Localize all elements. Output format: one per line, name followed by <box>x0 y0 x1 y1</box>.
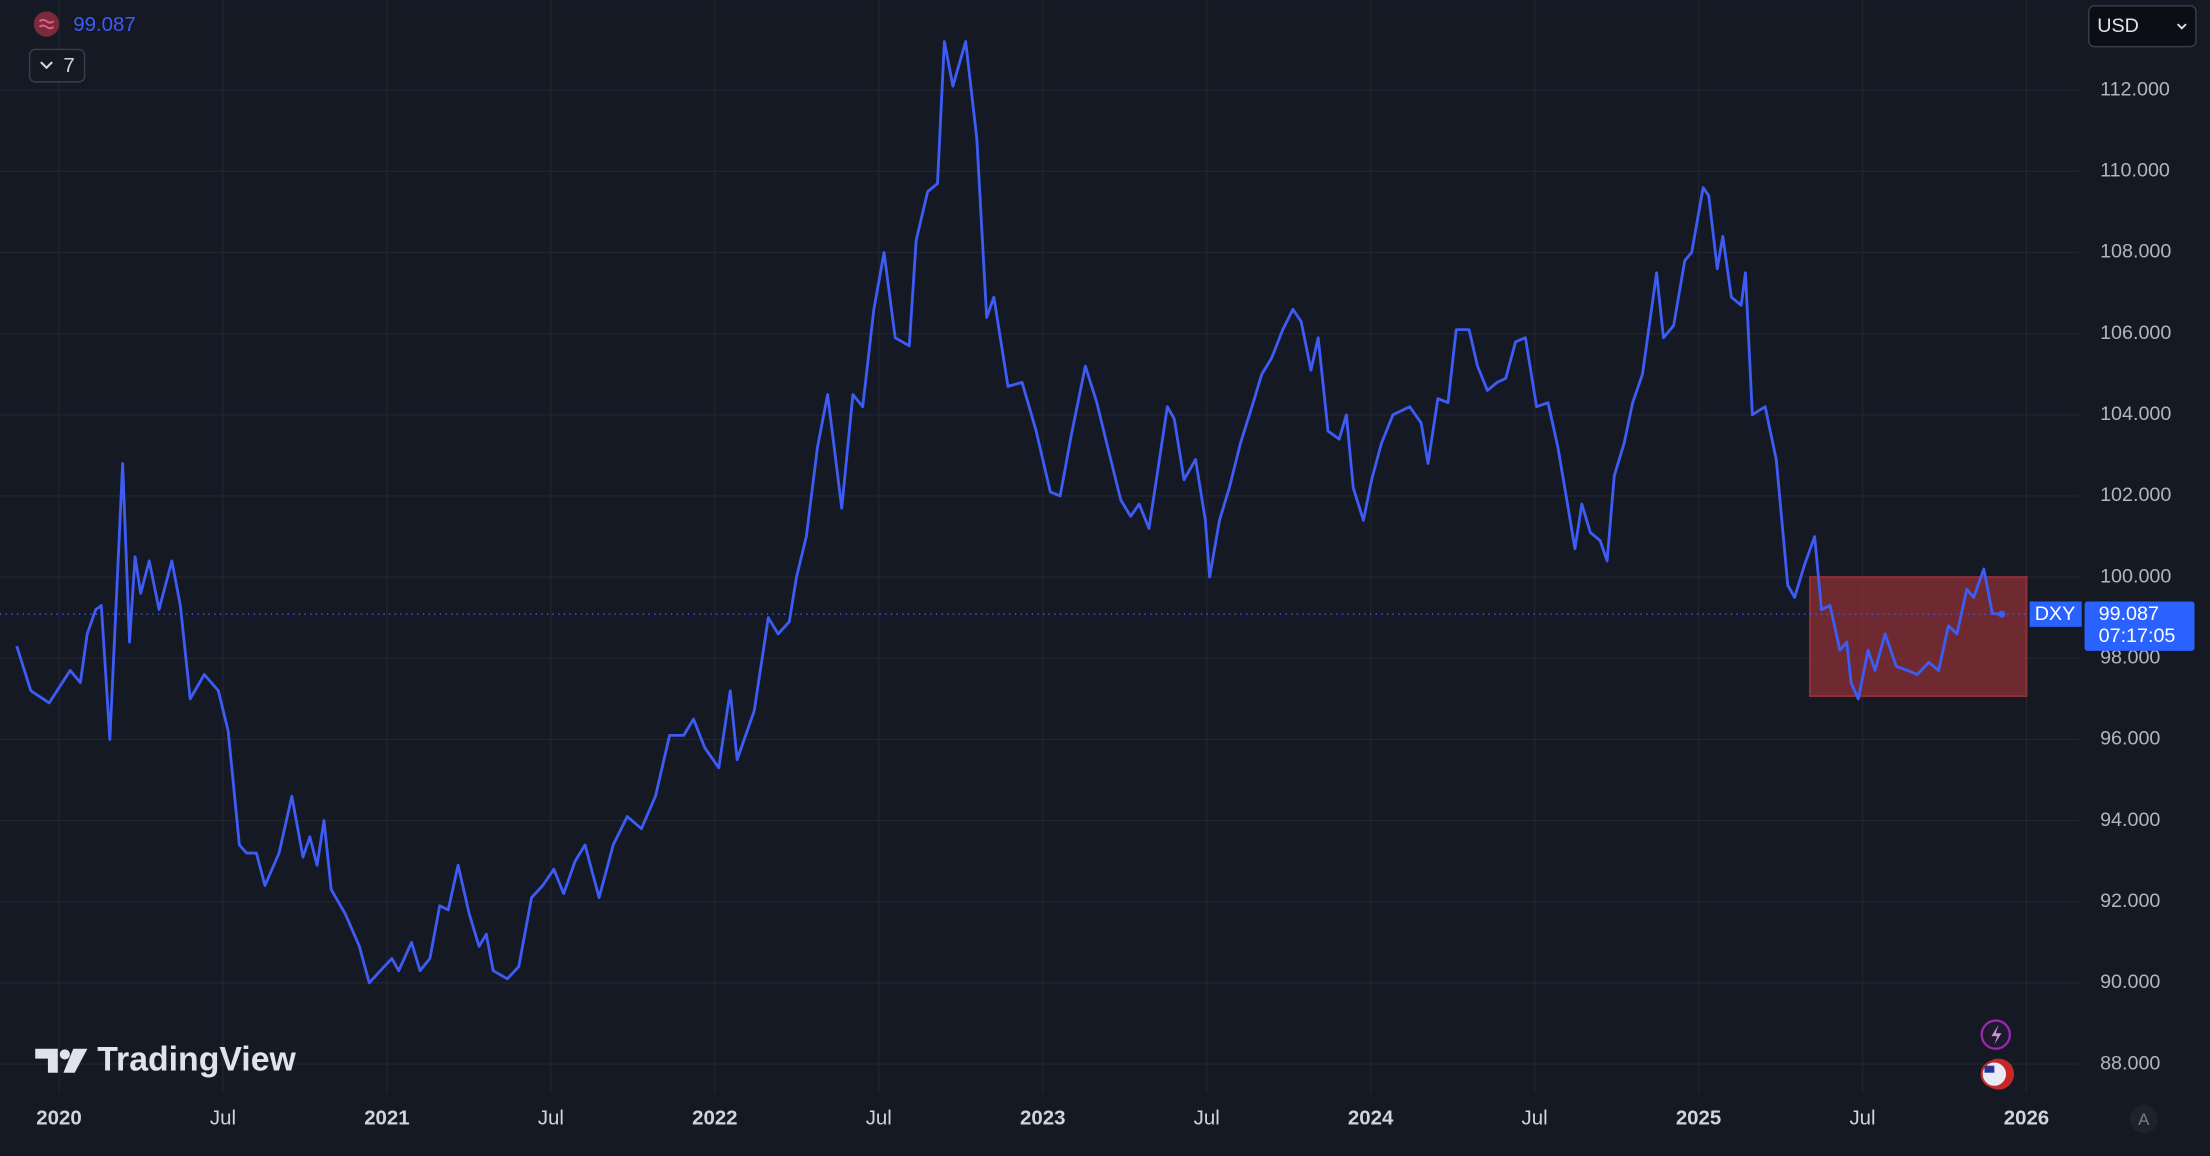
logo-mark <box>59 1049 70 1060</box>
x-tick-label: 2025 <box>1676 1108 1721 1130</box>
currency-dropdown[interactable] <box>2088 5 2197 48</box>
grid <box>0 0 2079 1093</box>
x-tick-label: Jul <box>538 1108 564 1130</box>
symbol-icon[interactable] <box>33 11 60 37</box>
x-tick-label: Jul <box>210 1108 236 1130</box>
y-tick-label: 98.000 <box>2100 646 2160 668</box>
logo-text: TradingView <box>97 1040 296 1078</box>
x-tick-label: Jul <box>866 1108 892 1130</box>
logo-mark <box>35 1048 58 1073</box>
lightning <box>1991 1024 2002 1045</box>
price-value: 99.087 <box>2099 603 2159 625</box>
x-tick-label: 2022 <box>692 1108 737 1130</box>
series-name-box <box>2029 601 2082 627</box>
chevron <box>40 61 53 70</box>
scale-mode-button[interactable] <box>2129 1105 2158 1134</box>
series-name: DXY <box>2035 603 2076 625</box>
last-point <box>1998 610 2006 618</box>
x-tick-label: 2020 <box>36 1108 81 1130</box>
x-tick-label: 2026 <box>2004 1108 2049 1130</box>
x-tick-label: Jul <box>1522 1108 1548 1130</box>
x-tick-label: 2023 <box>1020 1108 1065 1130</box>
y-tick-label: 102.000 <box>2100 484 2171 506</box>
chevron <box>2176 23 2187 30</box>
flag-icon <box>1980 1060 2009 1088</box>
logo-mark <box>63 1048 88 1073</box>
y-tick-label: 106.000 <box>2100 322 2171 344</box>
x-tick-label: 2021 <box>364 1108 409 1130</box>
y-tick-label: 100.000 <box>2100 565 2171 587</box>
currency-label: USD <box>2097 15 2139 37</box>
y-tick-label: 96.000 <box>2100 728 2160 750</box>
logo: TradingView <box>35 1040 296 1078</box>
y-tick-label: 110.000 <box>2100 160 2170 182</box>
indicator-count: 7 <box>63 55 74 77</box>
axes: 88.000 90.000 92.000 94.000 96.000 98.000 100.… <box>36 78 2171 1129</box>
y-tick-label: 108.000 <box>2100 241 2171 263</box>
plot <box>0 40 2079 985</box>
scale-mode-label: A <box>2138 1110 2150 1129</box>
legend-value: 99.087 <box>73 14 135 36</box>
price-line <box>15 40 2002 985</box>
countdown: 07:17:05 <box>2099 625 2176 647</box>
y-tick-label: 88.000 <box>2100 1052 2160 1074</box>
y-tick-label: 90.000 <box>2100 971 2160 993</box>
x-tick-label: 2024 <box>1348 1108 1394 1130</box>
price-box <box>2084 601 2195 651</box>
flag-canton <box>1984 1065 1995 1073</box>
y-tick-label: 112.000 <box>2100 78 2170 100</box>
y-tick-label: 104.000 <box>2100 403 2171 425</box>
symbol-icon-glyph <box>38 18 55 30</box>
x-tick-label: Jul <box>1849 1108 1875 1130</box>
y-tick-label: 94.000 <box>2100 809 2160 831</box>
highlight-box <box>1808 576 2028 698</box>
y-tick-label: 92.000 <box>2100 890 2160 912</box>
x-tick-label: Jul <box>1194 1108 1220 1130</box>
indicators-button[interactable] <box>28 48 86 83</box>
